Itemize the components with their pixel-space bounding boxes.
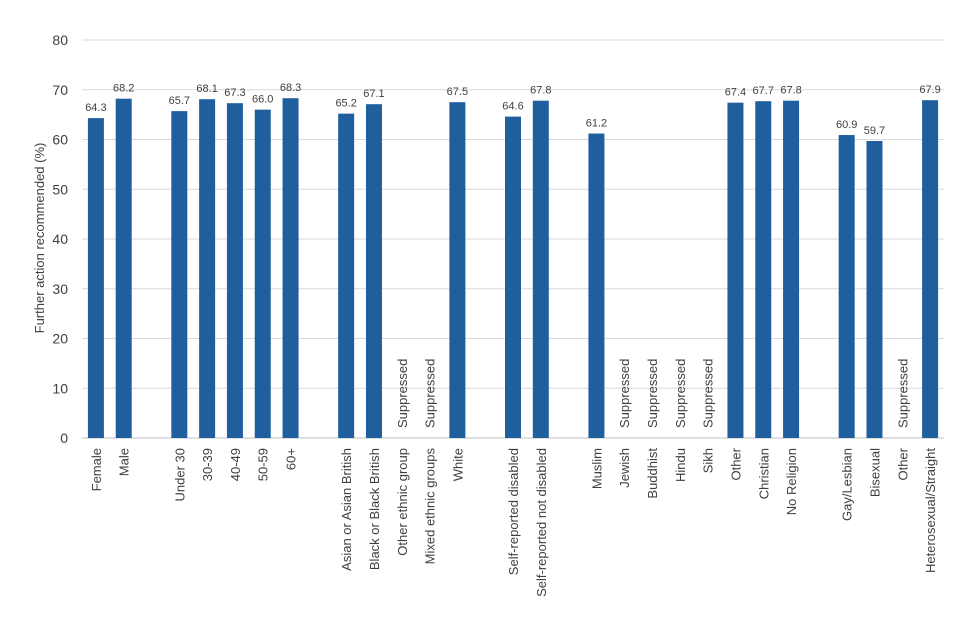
x-category-label: No Religion: [784, 448, 799, 515]
x-category-label: Other: [895, 447, 910, 480]
x-category-label: Asian or Asian British: [339, 448, 354, 571]
y-axis-ticks: 0 10 20 30 40 50 60 70 80: [52, 32, 68, 446]
y-tick-label: 20: [52, 331, 68, 347]
x-category-label: Self-reported disabled: [506, 448, 521, 575]
data-label: 68.1: [196, 83, 217, 95]
bar: [449, 102, 466, 438]
data-label: 65.7: [169, 95, 190, 107]
data-label: 61.2: [586, 118, 607, 130]
x-category-label: White: [450, 448, 465, 481]
data-label: 67.1: [363, 88, 384, 100]
suppressed-label: Suppressed: [423, 359, 438, 428]
bar: [338, 113, 355, 438]
bar: [87, 118, 104, 439]
x-category-label: Christian: [756, 448, 771, 499]
data-label: 68.3: [280, 82, 301, 94]
data-labels: 64.3 68.2 65.7 68.1 67.3 66.0 68.3 65.2 67.1 Supp…: [85, 82, 941, 428]
bar: [922, 100, 939, 438]
x-category-label: Black or Black British: [367, 448, 382, 570]
bar: [532, 100, 549, 438]
x-category-label: Self-reported not disabled: [534, 448, 549, 597]
x-category-label: Muslim: [589, 448, 604, 489]
x-category-label: 40-49: [228, 448, 243, 481]
y-tick-label: 0: [60, 430, 68, 446]
suppressed-label: Suppressed: [895, 359, 910, 428]
bar: [783, 100, 800, 438]
bar: [115, 98, 132, 438]
x-category-label: Gay/Lesbian: [840, 448, 855, 521]
x-category-label: Mixed ethnic groups: [423, 448, 438, 565]
bar: [226, 103, 243, 439]
y-tick-label: 60: [52, 132, 68, 148]
suppressed-label: Suppressed: [617, 359, 632, 428]
bar: [866, 140, 883, 438]
x-axis-categories: Female Male Under 30 30-39 40-49 50-59 60+ Asia…: [89, 447, 938, 597]
bar: [588, 133, 605, 438]
x-category-label: Male: [117, 448, 132, 476]
y-tick-label: 40: [52, 231, 68, 247]
data-label: 67.4: [725, 87, 746, 99]
x-category-label: Female: [89, 448, 104, 491]
y-tick-label: 10: [52, 380, 68, 396]
data-label: 65.2: [335, 98, 356, 110]
y-tick-label: 80: [52, 32, 68, 48]
data-label: 66.0: [252, 94, 273, 106]
x-category-label: 60+: [284, 448, 299, 470]
bar: [282, 98, 299, 439]
x-category-label: 30-39: [200, 448, 215, 481]
data-label: 67.8: [780, 85, 801, 97]
data-label: 67.7: [753, 85, 774, 97]
x-category-label: Heterosexual/Straight: [923, 448, 938, 573]
x-category-label: Buddhist: [645, 448, 660, 499]
suppressed-label: Suppressed: [645, 359, 660, 428]
data-label: 67.9: [919, 84, 940, 96]
suppressed-label: Suppressed: [395, 359, 410, 428]
x-category-label: Jewish: [617, 448, 632, 488]
bar: [254, 109, 271, 439]
bar: [727, 102, 744, 438]
x-category-label: Bisexual: [867, 448, 882, 497]
x-category-label: 50-59: [256, 448, 271, 481]
bar: [199, 99, 216, 438]
data-label: 68.2: [113, 83, 134, 95]
y-tick-label: 50: [52, 181, 68, 197]
data-label: 64.6: [502, 101, 523, 113]
bar: [171, 111, 188, 438]
x-category-label: Sikh: [701, 448, 716, 473]
x-category-label: Other: [728, 447, 743, 480]
y-tick-label: 70: [52, 82, 68, 98]
bar: [838, 135, 855, 438]
x-category-label: Under 30: [172, 448, 187, 501]
bar: [505, 116, 521, 439]
y-tick-label: 30: [52, 281, 68, 297]
data-label: 67.8: [530, 85, 551, 97]
data-label: 67.5: [447, 86, 468, 98]
data-label: 67.3: [224, 87, 245, 99]
suppressed-label: Suppressed: [701, 359, 716, 428]
data-label: 64.3: [85, 102, 106, 114]
bar: [365, 104, 382, 439]
y-axis-title: Further action recommended (%): [32, 143, 47, 334]
x-category-label: Other ethnic group: [395, 448, 410, 556]
bar: [755, 101, 772, 438]
data-label: 60.9: [836, 119, 857, 131]
data-label: 59.7: [864, 125, 885, 137]
suppressed-label: Suppressed: [673, 359, 688, 428]
bars: [87, 98, 939, 439]
x-category-label: Hindu: [673, 448, 688, 482]
